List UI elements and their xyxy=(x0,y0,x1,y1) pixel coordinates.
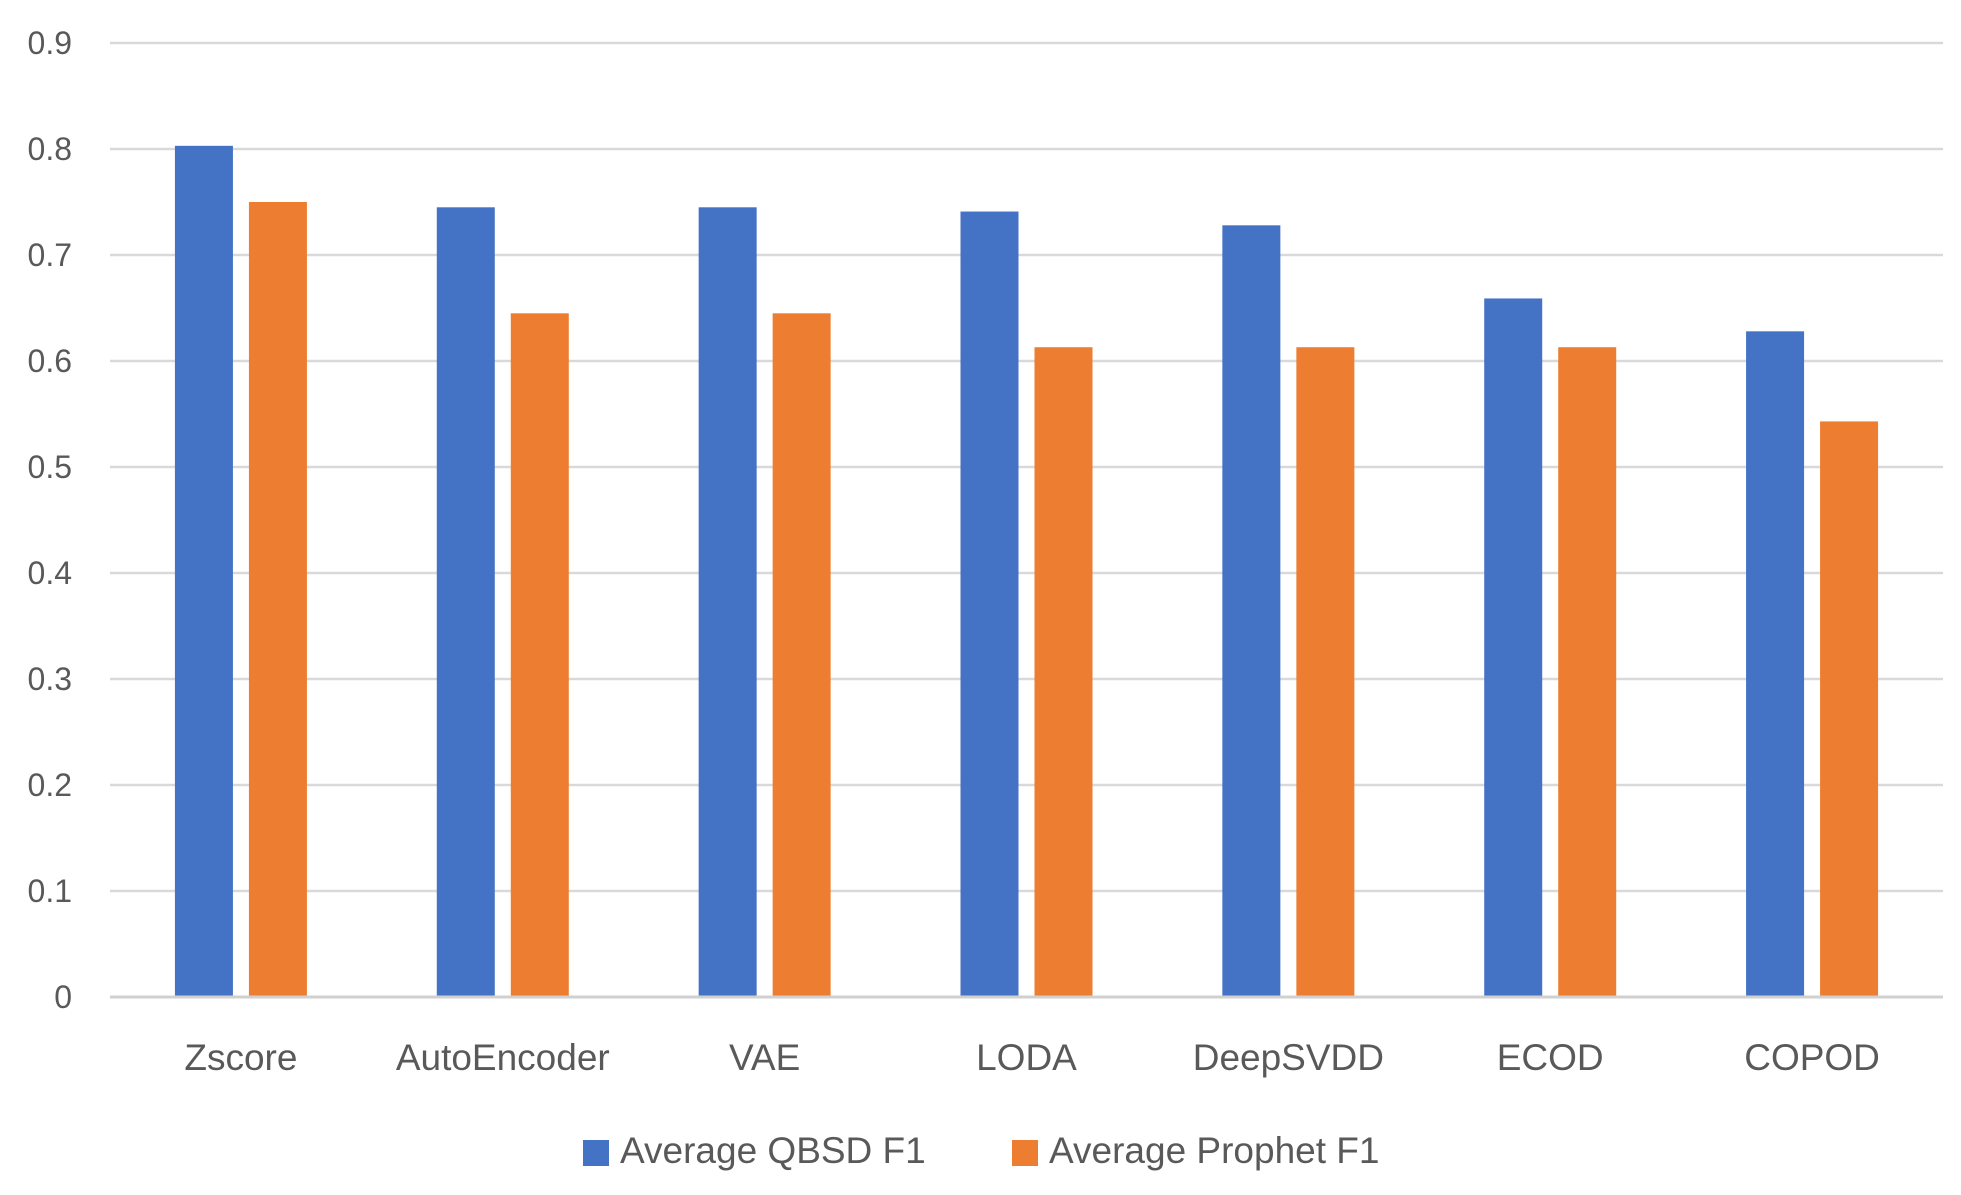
y-tick-label: 0.6 xyxy=(28,343,72,379)
gridlines xyxy=(110,41,1943,893)
bar-ecod-qbsd xyxy=(1484,298,1543,998)
legend-swatch-prophet xyxy=(1012,1140,1038,1166)
bar-vae-prophet xyxy=(772,313,831,997)
x-category-label: DeepSVDD xyxy=(1193,1037,1384,1078)
y-axis-tick-labels: 0 0.1 0.2 0.3 0.4 0.5 0.6 0.7 0.8 0.9 xyxy=(28,25,72,1015)
bar-copod-qbsd xyxy=(1746,331,1805,997)
y-tick-label: 0.5 xyxy=(28,449,72,485)
x-category-label: LODA xyxy=(976,1037,1077,1078)
x-category-label: AutoEncoder xyxy=(396,1037,610,1078)
legend-label-qbsd: Average QBSD F1 xyxy=(620,1130,926,1171)
bar-ecod-prophet xyxy=(1558,347,1617,998)
bar-autoencoder-qbsd xyxy=(436,207,495,998)
y-tick-label: 0.9 xyxy=(28,25,72,61)
bar-loda-qbsd xyxy=(960,211,1019,998)
bar-loda-prophet xyxy=(1034,347,1093,998)
bar-zscore-prophet xyxy=(248,202,307,997)
x-category-label: Zscore xyxy=(184,1037,297,1078)
y-tick-label: 0.3 xyxy=(28,661,72,697)
bars xyxy=(174,145,1879,998)
y-tick-label: 0.1 xyxy=(28,873,72,909)
y-tick-label: 0.7 xyxy=(28,237,72,273)
y-tick-label: 0 xyxy=(54,979,72,1015)
bar-deepsvdd-qbsd xyxy=(1222,225,1281,997)
y-tick-label: 0.8 xyxy=(28,131,72,167)
bar-autoencoder-prophet xyxy=(510,313,569,997)
x-category-label: VAE xyxy=(729,1037,800,1078)
bar-zscore-qbsd xyxy=(174,145,233,997)
legend: Average QBSD F1 Average Prophet F1 xyxy=(583,1130,1379,1171)
bar-vae-qbsd xyxy=(698,207,757,998)
legend-swatch-qbsd xyxy=(583,1140,609,1166)
x-category-label: ECOD xyxy=(1497,1037,1604,1078)
x-category-label: COPOD xyxy=(1744,1037,1880,1078)
bar-deepsvdd-prophet xyxy=(1296,347,1355,998)
bar-copod-prophet xyxy=(1820,421,1879,997)
x-axis-category-labels: Zscore AutoEncoder VAE LODA DeepSVDD ECOD COPO… xyxy=(184,1037,1880,1078)
y-tick-label: 0.2 xyxy=(28,767,72,803)
y-tick-label: 0.4 xyxy=(28,555,72,591)
legend-label-prophet: Average Prophet F1 xyxy=(1049,1130,1379,1171)
